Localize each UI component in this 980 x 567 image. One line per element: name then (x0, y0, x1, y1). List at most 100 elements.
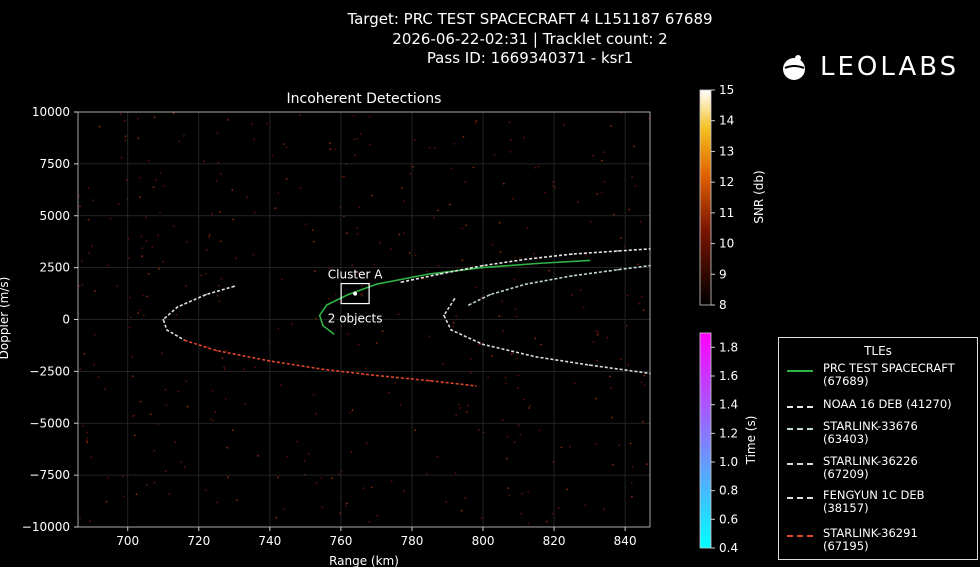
noise-point (218, 300, 221, 303)
plot-frame (77, 111, 651, 528)
noise-point (554, 186, 556, 189)
noise-point (203, 160, 205, 163)
noise-point (436, 455, 439, 458)
series-point (524, 258, 527, 261)
plot-title: Incoherent Detections (287, 91, 442, 107)
noise-point (560, 446, 563, 449)
series-point (183, 339, 186, 342)
header-target: Target: PRC TEST SPACECRAFT 4 L151187 67… (347, 10, 713, 28)
cluster-label: Cluster A (328, 268, 383, 282)
noise-point (282, 508, 285, 511)
noise-point (370, 486, 373, 489)
noise-point (349, 412, 351, 414)
noise-point (448, 203, 451, 206)
series-point (535, 262, 538, 265)
noise-point (281, 278, 283, 281)
noise-point (321, 506, 324, 508)
noise-point (155, 179, 158, 182)
noise-point (368, 521, 371, 523)
noise-point (361, 295, 364, 297)
noise-point (214, 410, 217, 413)
noise-point (358, 206, 361, 209)
noise-point (271, 154, 274, 157)
noise-point (145, 240, 148, 242)
noise-point (119, 113, 122, 115)
noise-point (597, 331, 600, 334)
noise-point (86, 437, 89, 440)
noise-point (472, 166, 475, 169)
time-colorbar-ticks: 1.8 1.6 1.4 1.2 1.0 0.8 0.6 0.4 (711, 340, 738, 555)
noise-point (143, 314, 145, 317)
noise-point (480, 517, 483, 520)
noise-point (413, 139, 416, 142)
noise-point (147, 159, 150, 162)
noise-point (520, 512, 523, 515)
series-line-4 (162, 285, 235, 341)
noise-point (460, 509, 463, 512)
noise-point (642, 420, 644, 423)
noise-point (428, 335, 431, 338)
noise-point (90, 245, 93, 248)
noise-point (596, 359, 599, 362)
noise-point (646, 463, 648, 465)
noise-point (487, 376, 489, 379)
series-point (482, 266, 484, 269)
legend-swatch (787, 370, 813, 372)
noise-point (493, 153, 496, 156)
series-point (375, 283, 378, 286)
noise-point (221, 357, 224, 359)
noise-point (105, 500, 108, 503)
series-layer (162, 248, 651, 387)
noise-point (227, 119, 229, 121)
noise-point (464, 496, 467, 499)
noise-point (600, 159, 603, 162)
noise-point (280, 384, 282, 386)
noise-point (509, 150, 512, 153)
noise-point (137, 312, 139, 314)
legend-label: STARLINK-33676 (63403) (823, 419, 918, 446)
noise-point (362, 487, 365, 490)
noise-point (277, 192, 280, 195)
y-axis-label: Doppler (m/s) (0, 277, 11, 360)
noise-point (517, 424, 520, 427)
noise-point (513, 256, 516, 259)
noise-point (498, 221, 501, 224)
noise-point (257, 455, 259, 457)
noise-point (502, 329, 504, 332)
noise-point (350, 451, 353, 454)
noise-point (124, 139, 127, 142)
noise-point (642, 309, 645, 312)
noise-point (246, 196, 249, 199)
noise-point (457, 403, 460, 406)
noise-point (128, 326, 131, 329)
noise-point (223, 366, 226, 369)
noise-point (548, 269, 550, 272)
noise-point (92, 199, 94, 202)
noise-point (455, 315, 457, 317)
noise-point (223, 368, 226, 370)
noise-point (455, 414, 457, 417)
series-point (428, 379, 431, 382)
noise-point (401, 187, 403, 189)
y-tick-label: 10000 (32, 105, 70, 119)
noise-point (394, 381, 397, 384)
colorbar-tick-label: 0.4 (719, 541, 738, 555)
noise-point (343, 175, 346, 178)
noise-point (136, 117, 139, 120)
x-tick-label: 700 (116, 534, 139, 548)
legend-swatch (787, 535, 813, 537)
series-point (162, 318, 165, 321)
series-point (333, 333, 335, 335)
noise-point (629, 442, 632, 445)
noise-point (253, 138, 256, 141)
noise-point (356, 137, 359, 140)
noise-point (151, 246, 154, 248)
noise-point (373, 263, 376, 266)
noise-point (612, 213, 615, 216)
noise-point (274, 207, 277, 210)
noise-point (296, 440, 299, 443)
noise-point (180, 461, 183, 464)
noise-point (517, 374, 520, 377)
noise-point (204, 489, 207, 492)
